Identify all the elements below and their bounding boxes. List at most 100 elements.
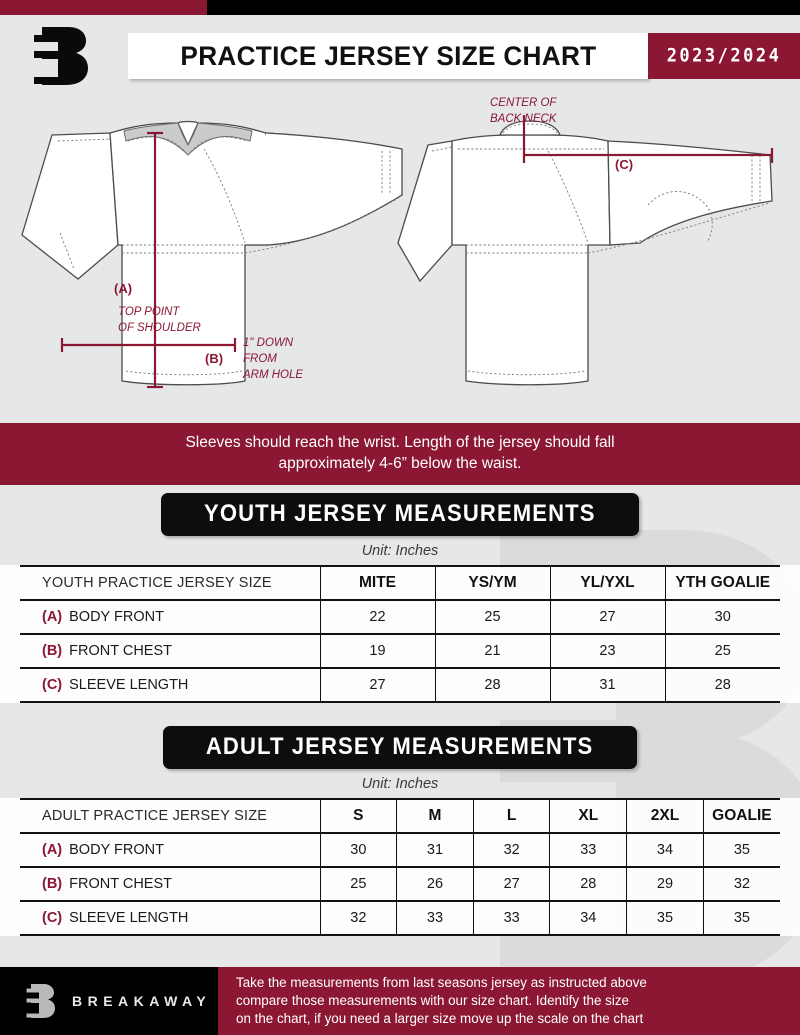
cell: 34 [549, 900, 628, 936]
youth-col-ylyxl: YL/YXL [549, 565, 666, 601]
youth-measurements-table: YOUTH PRACTICE JERSEY SIZE MITE YS/YM YL… [20, 565, 780, 703]
label-c-note-2: BACK NECK [490, 113, 558, 125]
table-row: (C) SLEEVE LENGTH 27 28 31 28 [20, 667, 780, 703]
row-mark-a: (A) [42, 609, 63, 625]
cell: 30 [319, 832, 398, 868]
cell: 27 [319, 667, 436, 703]
page-title-box: PRACTICE JERSEY SIZE CHART [128, 33, 648, 79]
label-b-note-1: 1" DOWN [243, 337, 294, 349]
cell: 32 [702, 866, 780, 902]
footer-brand-block: BREAKAWAY [0, 967, 218, 1035]
adult-row-label-c: (C) SLEEVE LENGTH [20, 900, 321, 936]
page-header: PRACTICE JERSEY SIZE CHART 2023/2024 [0, 15, 800, 93]
adult-col-goalie: GOALIE [702, 798, 780, 834]
cell: 27 [472, 866, 551, 902]
label-a-note-1: TOP POINT [118, 306, 180, 318]
adult-row-label-a: (A) BODY FRONT [20, 832, 321, 868]
youth-section-band: YOUTH JERSEY MEASUREMENTS [161, 493, 639, 536]
cell: 32 [472, 832, 551, 868]
adult-unit-label: Unit: Inches [361, 776, 439, 792]
youth-table-wrap: YOUTH PRACTICE JERSEY SIZE MITE YS/YM YL… [0, 565, 800, 703]
cell: 25 [664, 633, 780, 669]
row-mark-b: (B) [42, 876, 63, 892]
cell: 21 [434, 633, 551, 669]
cell: 33 [472, 900, 551, 936]
adult-col-s: S [319, 798, 398, 834]
footer-line-1: Take the measurements from last seasons … [236, 975, 647, 991]
youth-row-label-a: (A) BODY FRONT [20, 599, 321, 635]
row-mark-a: (A) [42, 842, 63, 858]
label-a-mark: (A) [114, 281, 132, 296]
cell: 28 [664, 667, 780, 703]
adult-col-2xl: 2XL [626, 798, 704, 834]
cell: 19 [319, 633, 436, 669]
fit-note-banner: Sleeves should reach the wrist. Length o… [0, 423, 800, 485]
cell: 25 [319, 866, 398, 902]
season-year-text: 2023/2024 [666, 44, 782, 68]
youth-section: YOUTH JERSEY MEASUREMENTS Unit: Inches Y… [0, 485, 800, 703]
adult-section: ADULT JERSEY MEASUREMENTS Unit: Inches A… [0, 718, 800, 936]
youth-row-label-c: (C) SLEEVE LENGTH [20, 667, 321, 703]
footer-instructions: Take the measurements from last seasons … [218, 967, 800, 1035]
youth-row-header-label: YOUTH PRACTICE JERSEY SIZE [20, 565, 321, 601]
cell: 28 [434, 667, 551, 703]
cell: 32 [319, 900, 398, 936]
measurement-line-c [522, 115, 774, 163]
label-b-note-3: ARM HOLE [242, 369, 303, 381]
label-b-mark: (B) [205, 351, 223, 366]
adult-table-header-row: ADULT PRACTICE JERSEY SIZE S M L XL 2XL … [20, 798, 780, 834]
table-row: (A) BODY FRONT 30 31 32 33 34 35 [20, 832, 780, 868]
adult-col-m: M [396, 798, 474, 834]
breakaway-b-logo-icon [24, 982, 58, 1020]
page-title: PRACTICE JERSEY SIZE CHART [179, 40, 597, 71]
footer-brand-name: BREAKAWAY [72, 993, 212, 1009]
adult-section-band: ADULT JERSEY MEASUREMENTS [163, 726, 637, 769]
top-accent-bar-black [207, 0, 800, 15]
jersey-diagram-area: .jf { fill:#fff; stroke:#4c4c4c; stroke-… [0, 93, 800, 423]
adult-table-wrap: ADULT PRACTICE JERSEY SIZE S M L XL 2XL … [0, 798, 800, 936]
cell: 23 [549, 633, 666, 669]
table-row: (C) SLEEVE LENGTH 32 33 33 34 35 35 [20, 900, 780, 936]
youth-row-label-b: (B) FRONT CHEST [20, 633, 321, 669]
fit-note-line-2: approximately 4-6” below the waist. [278, 455, 522, 472]
page-footer: BREAKAWAY Take the measurements from las… [0, 967, 800, 1035]
cell: 31 [549, 667, 666, 703]
cell: 35 [702, 900, 780, 936]
cell: 22 [319, 599, 436, 635]
adult-row-header-label: ADULT PRACTICE JERSEY SIZE [20, 798, 321, 834]
label-b-note-2: FROM [243, 353, 277, 365]
cell: 27 [549, 599, 666, 635]
cell: 31 [396, 832, 474, 868]
cell: 35 [626, 900, 704, 936]
youth-col-ysym: YS/YM [434, 565, 551, 601]
label-c-mark: (C) [615, 157, 633, 172]
adult-col-l: L [472, 798, 551, 834]
breakaway-b-logo-icon [28, 23, 98, 89]
row-mark-c: (C) [42, 677, 63, 693]
cell: 29 [626, 866, 704, 902]
cell: 30 [664, 599, 780, 635]
fit-note-line-1: Sleeves should reach the wrist. Length o… [185, 434, 615, 452]
row-mark-b: (B) [42, 643, 63, 659]
youth-col-yth-goalie: YTH GOALIE [664, 565, 780, 601]
label-a-note-2: OF SHOULDER [118, 322, 201, 334]
cell: 25 [434, 599, 551, 635]
top-accent-bar-maroon [0, 0, 207, 15]
footer-line-2: compare those measurements with our size… [236, 993, 629, 1009]
youth-unit-label: Unit: Inches [361, 543, 439, 559]
jersey-back-illustration: (C) CENTER OF BACK NECK [397, 97, 774, 386]
cell: 33 [549, 832, 628, 868]
cell: 34 [626, 832, 704, 868]
adult-row-label-b: (B) FRONT CHEST [20, 866, 321, 902]
cell: 33 [396, 900, 474, 936]
youth-table-header-row: YOUTH PRACTICE JERSEY SIZE MITE YS/YM YL… [20, 565, 780, 601]
row-mark-c: (C) [42, 910, 63, 926]
measurement-line-b [60, 338, 237, 352]
label-c-note-1: CENTER OF [490, 97, 557, 109]
youth-col-mite: MITE [319, 565, 436, 601]
table-row: (B) FRONT CHEST 19 21 23 25 [20, 633, 780, 669]
table-row: (B) FRONT CHEST 25 26 27 28 29 32 [20, 866, 780, 902]
adult-measurements-table: ADULT PRACTICE JERSEY SIZE S M L XL 2XL … [20, 798, 780, 936]
table-row: (A) BODY FRONT 22 25 27 30 [20, 599, 780, 635]
